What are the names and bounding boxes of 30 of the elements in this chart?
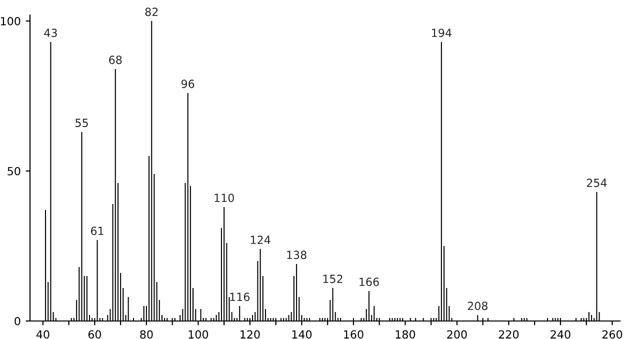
x-tick-label: 220	[498, 330, 519, 339]
annotation: 166	[360, 278, 379, 286]
x-tick-label: 180	[396, 330, 416, 339]
x-tick-label: 260	[602, 330, 622, 339]
annotation: 110	[214, 194, 234, 202]
annotation: 254	[586, 178, 607, 188]
x-tick-label: 160	[344, 330, 364, 339]
annotation: 82	[145, 8, 158, 16]
annotation: 43	[44, 28, 57, 38]
annotation: 116	[230, 292, 250, 302]
x-tick-label: 240	[550, 330, 570, 339]
annotation: 55	[76, 118, 88, 128]
annotation: 96	[181, 80, 194, 88]
y-tick-label: 50	[8, 166, 20, 176]
x-tick-label: 120	[240, 330, 260, 339]
annotation: 138	[287, 250, 306, 260]
y-tick-label: 100	[0, 16, 20, 26]
annotation: 124	[250, 236, 270, 244]
annotation: 152	[323, 274, 342, 284]
annotation: 61	[90, 226, 104, 236]
annotation: 208	[468, 302, 488, 310]
annotation: 194	[432, 28, 452, 38]
annotation: 68	[109, 56, 122, 64]
y-tick-label: 0	[14, 316, 20, 326]
x-tick-label: 60	[88, 330, 102, 339]
x-tick-label: 200	[447, 330, 467, 339]
x-tick-label: 140	[292, 330, 312, 339]
x-tick-label: 80	[140, 330, 153, 339]
x-tick-label: 100	[188, 330, 208, 339]
x-tick-label: 40	[36, 330, 50, 339]
